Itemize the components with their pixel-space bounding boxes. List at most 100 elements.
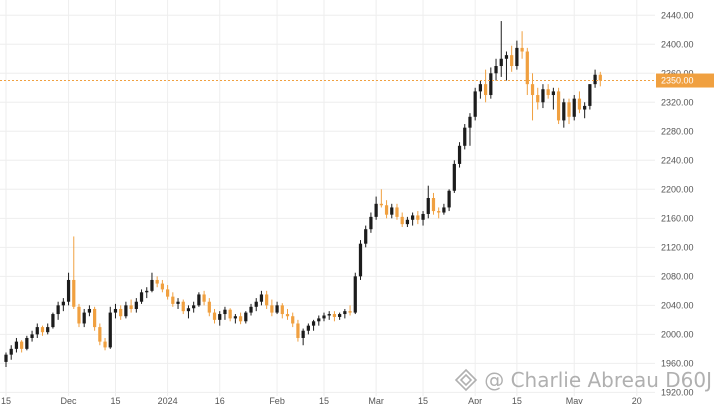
candle	[35, 323, 39, 338]
candle-body	[259, 294, 264, 302]
x-tick-label: 15	[1, 396, 11, 404]
candle-body	[249, 306, 253, 313]
x-tick-label: Feb	[269, 396, 285, 404]
candle-body	[291, 316, 295, 324]
candle	[46, 323, 50, 335]
candle	[265, 290, 269, 309]
candle-body	[275, 305, 279, 313]
candle-body	[9, 348, 13, 355]
candle-body	[411, 215, 415, 220]
candle	[20, 340, 24, 353]
candle-body	[369, 216, 373, 230]
candle	[322, 312, 326, 322]
last-price-label: 2350.00	[661, 76, 694, 86]
candle	[494, 58, 498, 81]
candle	[338, 312, 342, 320]
x-tick-label: Dec	[61, 396, 78, 404]
candle	[556, 87, 561, 125]
candle-body	[103, 341, 107, 348]
candle-body	[218, 314, 222, 320]
candle	[437, 207, 441, 219]
candle-body	[588, 84, 592, 106]
candle-body	[541, 89, 545, 103]
candle	[452, 160, 456, 193]
y-tick-label: 1960.00	[661, 358, 694, 368]
candle-body	[129, 305, 133, 309]
candle-body	[46, 327, 50, 333]
watermark: @ Charlie Abreau D60J	[454, 368, 712, 392]
candle-body	[556, 91, 561, 121]
candle	[562, 98, 566, 128]
candle-body	[332, 314, 337, 317]
candle	[499, 21, 503, 77]
candle-body	[343, 311, 347, 315]
candle	[270, 299, 274, 317]
candle	[285, 308, 290, 320]
y-tick-label: 2440.00	[661, 10, 694, 20]
candle	[478, 80, 483, 99]
candle	[155, 276, 159, 288]
candle	[520, 31, 524, 59]
candle-body	[483, 84, 488, 96]
candle	[93, 306, 97, 331]
y-tick-label: 2160.00	[661, 213, 694, 223]
candle-body	[416, 215, 420, 220]
candle	[567, 98, 571, 125]
candle-body	[431, 198, 436, 212]
x-tick-label: 15	[110, 396, 120, 404]
candle-body	[478, 84, 483, 92]
candle-body	[306, 325, 310, 331]
candle-body	[87, 308, 92, 313]
candle-body	[494, 66, 498, 74]
y-tick-label: 2080.00	[661, 271, 694, 281]
candle-body	[280, 305, 284, 315]
y-tick-label: 2240.00	[661, 155, 694, 165]
candles	[4, 21, 602, 367]
candle-body	[395, 207, 399, 217]
candle-body	[468, 116, 472, 128]
candle	[551, 87, 555, 110]
candle-body	[244, 312, 248, 322]
candle	[129, 299, 133, 313]
candle	[9, 345, 13, 360]
candle	[504, 51, 509, 81]
candle	[165, 285, 170, 300]
axis-labels: 1920.00 1960.00 2000.00 2040.00 2080.00 2120.…	[1, 10, 694, 404]
candle-body	[437, 211, 441, 213]
candle	[384, 200, 389, 219]
candle-body	[311, 321, 316, 326]
candle	[447, 189, 451, 212]
candle-body	[202, 294, 206, 302]
y-tick-label: 2120.00	[661, 242, 694, 252]
candle	[390, 203, 394, 219]
candle-body	[301, 330, 305, 338]
candle-body	[265, 294, 269, 306]
candle	[536, 87, 540, 110]
candle-body	[192, 305, 196, 309]
candle	[348, 305, 352, 316]
candle-body	[176, 301, 180, 304]
candle-body	[400, 216, 404, 225]
candle	[374, 196, 378, 220]
candle	[25, 335, 29, 351]
x-tick-label: Mar	[368, 396, 384, 404]
x-tick-label: May	[566, 396, 584, 404]
last-price-badge: 2350.00	[656, 73, 714, 88]
candle	[473, 87, 477, 121]
candle-body	[212, 312, 217, 320]
candle	[296, 319, 300, 342]
candle	[416, 211, 420, 225]
candle	[457, 142, 462, 168]
candle-body	[254, 301, 258, 307]
candle-body	[562, 102, 566, 121]
candle	[192, 301, 196, 313]
candle-body	[238, 316, 243, 322]
candle-body	[353, 276, 357, 313]
candle-body	[56, 305, 60, 315]
candle	[546, 84, 550, 99]
candle-body	[93, 308, 97, 328]
candle-body	[181, 301, 185, 312]
candle	[306, 323, 310, 335]
